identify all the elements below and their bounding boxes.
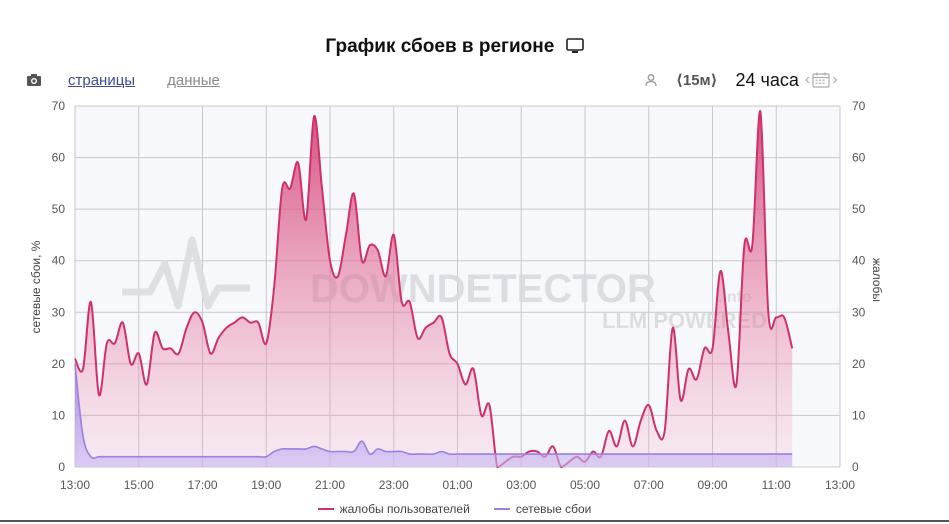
- view-toolbar: страницы данные: [26, 70, 220, 90]
- y-tick-label-left: 60: [52, 151, 66, 165]
- y-tick-label-left: 40: [52, 254, 66, 268]
- legend: жалобы пользователей сетевые сбои: [0, 502, 909, 516]
- y-tick-label-right: 10: [852, 408, 866, 422]
- x-axis: 13:00 15:00 17:00 19:00 21:00 23:00 01:00 03:00…: [60, 478, 855, 492]
- calendar-icon[interactable]: [812, 72, 830, 88]
- y-tick-label-left: 20: [52, 357, 66, 371]
- legend-label-failures: сетевые сбои: [515, 502, 592, 516]
- y-axis-right-label: жалобы: [870, 258, 884, 302]
- page-bottom-divider: [0, 520, 949, 522]
- x-tick-label: 07:00: [634, 478, 664, 492]
- user-icon[interactable]: [644, 73, 658, 87]
- x-tick-label: 19:00: [251, 478, 281, 492]
- y-tick-label-right: 40: [852, 254, 866, 268]
- chart-title-text: График сбоев в регионе: [325, 36, 555, 57]
- y-tick-label-right: 60: [852, 151, 866, 165]
- y-tick-label-right: 50: [852, 202, 866, 216]
- series-line-failures: [74, 363, 793, 459]
- x-tick-label: 23:00: [379, 478, 409, 492]
- x-tick-label: 05:00: [570, 478, 600, 492]
- legend-swatch-complaints: [317, 508, 334, 510]
- y-tick-label-right: 30: [852, 305, 866, 319]
- tab-data[interactable]: данные: [167, 71, 220, 89]
- legend-label-complaints: жалобы пользователей: [339, 502, 470, 516]
- y-axis-right: 0 10 20 30 40 50 60 70: [852, 99, 866, 474]
- x-tick-label: 11:00: [762, 478, 791, 492]
- next-period-button[interactable]: ›: [832, 71, 838, 88]
- y-tick-label-left: 10: [52, 408, 66, 422]
- y-tick-label-left: 0: [58, 460, 65, 474]
- outage-chart: DOWNDETECTOR .info LLM POWERED 010203040…: [29, 99, 884, 492]
- x-tick-label: 15:00: [124, 478, 154, 492]
- prev-period-button[interactable]: ‹: [804, 71, 811, 88]
- period-label: 24 часа: [735, 69, 799, 90]
- series-layer: [74, 110, 794, 468]
- y-axis-left: 0 10 20 30 40 50 60 70: [52, 99, 66, 474]
- y-tick-label-left: 30: [52, 305, 66, 319]
- camera-icon[interactable]: [26, 73, 42, 87]
- x-tick-label: 13:00: [825, 478, 855, 492]
- y-tick-label-left: 50: [52, 202, 66, 216]
- legend-item-failures[interactable]: сетевые сбои: [493, 502, 592, 516]
- chart-title: График сбоев в регионе: [0, 36, 909, 60]
- series-area-complaints: [75, 111, 793, 467]
- period-toolbar: ⟨15м⟩ 24 часа ‹ ›: [644, 68, 838, 92]
- x-tick-label: 01:00: [442, 478, 472, 492]
- interval-selector[interactable]: ⟨15м⟩: [676, 72, 718, 89]
- y-axis-left-label: сетевые сбои, %: [29, 240, 43, 333]
- x-tick-label: 09:00: [697, 478, 727, 492]
- series-area-failures: [75, 363, 793, 467]
- legend-item-complaints[interactable]: жалобы пользователей: [317, 502, 470, 516]
- monitor-icon: [565, 38, 584, 60]
- x-tick-label: 17:00: [187, 478, 217, 492]
- y-tick-label-left: 70: [52, 99, 66, 113]
- legend-swatch-failures: [493, 508, 510, 510]
- y-tick-label-right: 20: [852, 357, 866, 371]
- y-tick-label-right: 0: [852, 460, 859, 474]
- series-line-complaints: [74, 110, 794, 468]
- x-tick-label: 13:00: [60, 478, 90, 492]
- x-tick-label: 21:00: [315, 478, 345, 492]
- tab-pages[interactable]: страницы: [68, 71, 136, 89]
- y-tick-label-right: 70: [852, 99, 866, 113]
- x-tick-label: 03:00: [506, 478, 536, 492]
